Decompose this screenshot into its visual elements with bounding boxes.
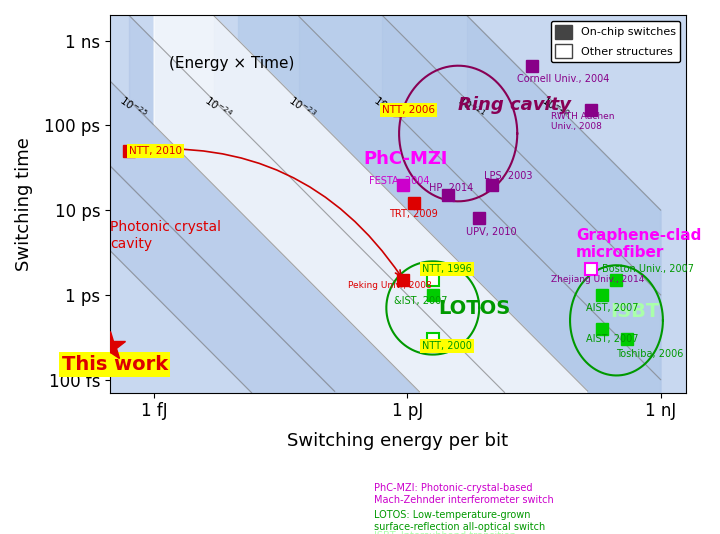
Text: (Energy × Time): (Energy × Time): [169, 57, 294, 72]
Text: Toshiba, 2006: Toshiba, 2006: [616, 349, 684, 359]
Text: $10^{-22}$: $10^{-22}$: [371, 93, 403, 122]
Text: PhC-MZI: Photonic-crystal-based
Mach-Zehnder interferometer switch: PhC-MZI: Photonic-crystal-based Mach-Zeh…: [374, 483, 554, 505]
Text: Peking Univ., 2008: Peking Univ., 2008: [348, 281, 432, 289]
Legend: On-chip switches, Other structures: On-chip switches, Other structures: [551, 20, 680, 62]
Text: Graphene-clad
microfiber: Graphene-clad microfiber: [576, 227, 701, 260]
Text: $10^{-23}$: $10^{-23}$: [286, 93, 319, 122]
Text: Boston Univ., 2007: Boston Univ., 2007: [602, 264, 693, 274]
Text: $10^{-20}$: $10^{-20}$: [539, 93, 572, 122]
Text: $10^{-24}$: $10^{-24}$: [202, 93, 235, 122]
Text: LOTOS: Low-temperature-grown
surface-reflection all-optical switch: LOTOS: Low-temperature-grown surface-ref…: [374, 510, 546, 531]
Text: LOTOS: LOTOS: [438, 299, 510, 318]
Text: This work: This work: [61, 355, 168, 374]
Text: NTT, 2010: NTT, 2010: [129, 146, 181, 156]
Text: $10^{-21}$: $10^{-21}$: [455, 93, 487, 122]
Text: HP, 2014: HP, 2014: [429, 183, 473, 193]
Text: NTT, 2006: NTT, 2006: [382, 105, 435, 115]
Text: Photonic crystal
cavity: Photonic crystal cavity: [110, 221, 221, 250]
X-axis label: Switching energy per bit: Switching energy per bit: [287, 431, 508, 450]
Text: RWTH Aachen
Univ., 2008: RWTH Aachen Univ., 2008: [551, 112, 614, 131]
Text: NTT, 2000: NTT, 2000: [422, 341, 472, 351]
Text: ISBT: ISBT: [610, 302, 659, 321]
Text: AIST, 2007: AIST, 2007: [586, 334, 639, 344]
Text: NTT, 1996: NTT, 1996: [422, 264, 472, 274]
Text: LPS, 2003: LPS, 2003: [484, 171, 532, 182]
Text: ISBT: Intersubband transition: ISBT: Intersubband transition: [374, 531, 516, 534]
Text: Ring cavity: Ring cavity: [458, 96, 571, 114]
Y-axis label: Switching time: Switching time: [15, 137, 33, 271]
Text: FESTA, 2004: FESTA, 2004: [369, 176, 429, 186]
Text: AIST, 2007: AIST, 2007: [586, 303, 639, 313]
Text: Zhejiang Univ., 2014: Zhejiang Univ., 2014: [551, 276, 644, 285]
Text: UPV, 2010: UPV, 2010: [467, 227, 517, 237]
Text: $10^{-25}$: $10^{-25}$: [117, 93, 150, 122]
Text: TRT, 2009: TRT, 2009: [389, 209, 437, 219]
Text: PhC-MZI: PhC-MZI: [363, 150, 448, 168]
Text: Cornell Univ., 2004: Cornell Univ., 2004: [517, 74, 610, 84]
Text: &IST, 2007: &IST, 2007: [395, 296, 448, 306]
